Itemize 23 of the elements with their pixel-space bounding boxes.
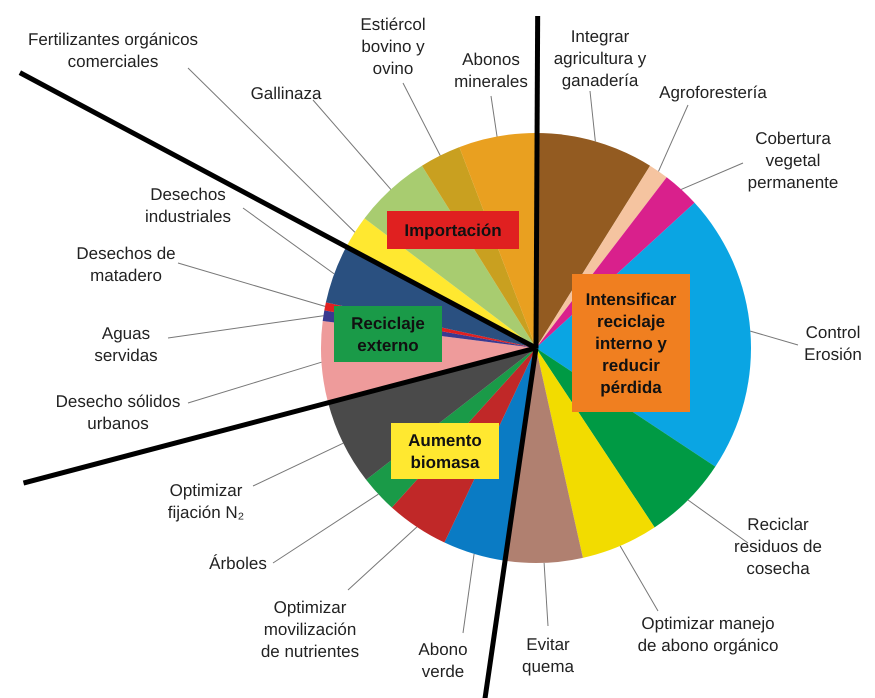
text: Reciclaje externo: [351, 314, 425, 355]
slice-label: Abono verde: [418, 640, 468, 681]
slice-label: Desecho sólidos urbanos: [56, 392, 180, 433]
slice-label: Aguas servidas: [94, 324, 158, 365]
slice-label: Agroforestería: [659, 83, 768, 102]
slice-label: Optimizar manejo de abono orgánico: [638, 614, 778, 655]
text: Importación: [404, 221, 502, 240]
slice-label: Control Erosión: [804, 323, 862, 364]
slice-label: Desechos industriales: [145, 185, 231, 226]
slice-label: Abonos minerales: [454, 50, 528, 91]
text: Intensificar reciclaje interno y reducir pérdida: [586, 290, 677, 397]
slice-label: Optimizar fijación N₂: [168, 481, 244, 522]
slice-label: Gallinaza: [250, 84, 322, 103]
slice-label: Árboles: [209, 554, 267, 573]
slice-label: Integrar agricultura y ganadería: [554, 27, 647, 90]
slice-label: Reciclar residuos de cosecha: [734, 515, 822, 578]
slice-label: Fertilizantes orgánicos comerciales: [28, 30, 198, 71]
slice-label: Optimizar movilización de nutrientes: [260, 598, 360, 661]
slice-label: Cobertura vegetal permanente: [748, 129, 838, 192]
slice-label: Estiércol bovino y ovino: [360, 15, 426, 78]
text: Aumento biomasa: [408, 431, 482, 472]
slice-label: Desechos de matadero: [76, 244, 176, 285]
slice-label: Evitar quema: [522, 635, 575, 676]
